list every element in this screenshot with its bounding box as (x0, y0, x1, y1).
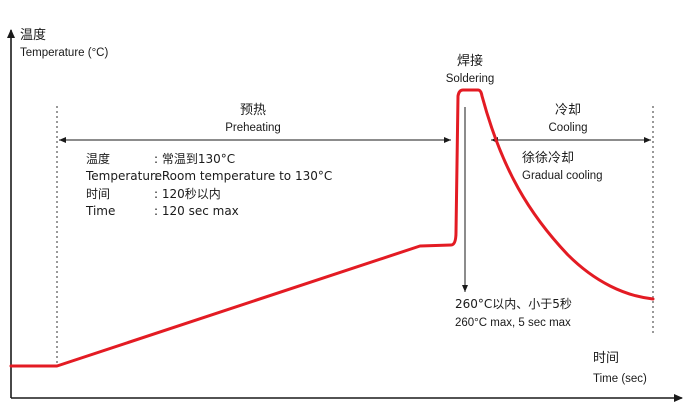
spec-value: : 常温到130°C (154, 152, 236, 166)
x-axis-label-cn: 时间 (593, 351, 620, 366)
spec-value: : 120秒以内 (154, 187, 221, 201)
cooling-label-en: Cooling (548, 122, 588, 134)
cooling-label-cn: 冷却 (554, 103, 582, 118)
preheating-label-cn: 预热 (239, 103, 267, 118)
spec-key: Time (86, 204, 116, 218)
soldering-note-en: 260°C max, 5 sec max (455, 317, 571, 329)
preheating-spec-row: Time : 120 sec max (86, 204, 239, 219)
preheating-spec-row: 时间 : 120秒以内 (86, 187, 221, 202)
spec-key: 温度 (86, 152, 111, 166)
soldering-label-en: Soldering (445, 73, 495, 85)
y-axis-label-cn: 温度 (20, 28, 47, 43)
spec-value: : Room temperature to 130°C (154, 169, 333, 183)
x-axis-label-en: Time (sec) (593, 373, 647, 385)
spec-value: : 120 sec max (154, 204, 239, 218)
soldering-label-cn: 焊接 (456, 54, 484, 69)
y-axis-label-en: Temperature (°C) (20, 47, 109, 59)
temperature-profile-curve (9, 88, 655, 368)
spec-key: 时间 (86, 187, 111, 201)
preheating-spec-row: 温度 : 常温到130°C (86, 152, 236, 167)
spec-key: Temperature (86, 169, 163, 183)
soldering-note-cn: 260°C以内、小于5秒 (455, 297, 572, 311)
cooling-sub-cn: 徐徐冷却 (522, 151, 575, 166)
preheating-label-en: Preheating (225, 122, 281, 134)
preheating-spec-row: Temperature: Room temperature to 130°C (86, 169, 333, 184)
cooling-sub-en: Gradual cooling (522, 170, 603, 182)
